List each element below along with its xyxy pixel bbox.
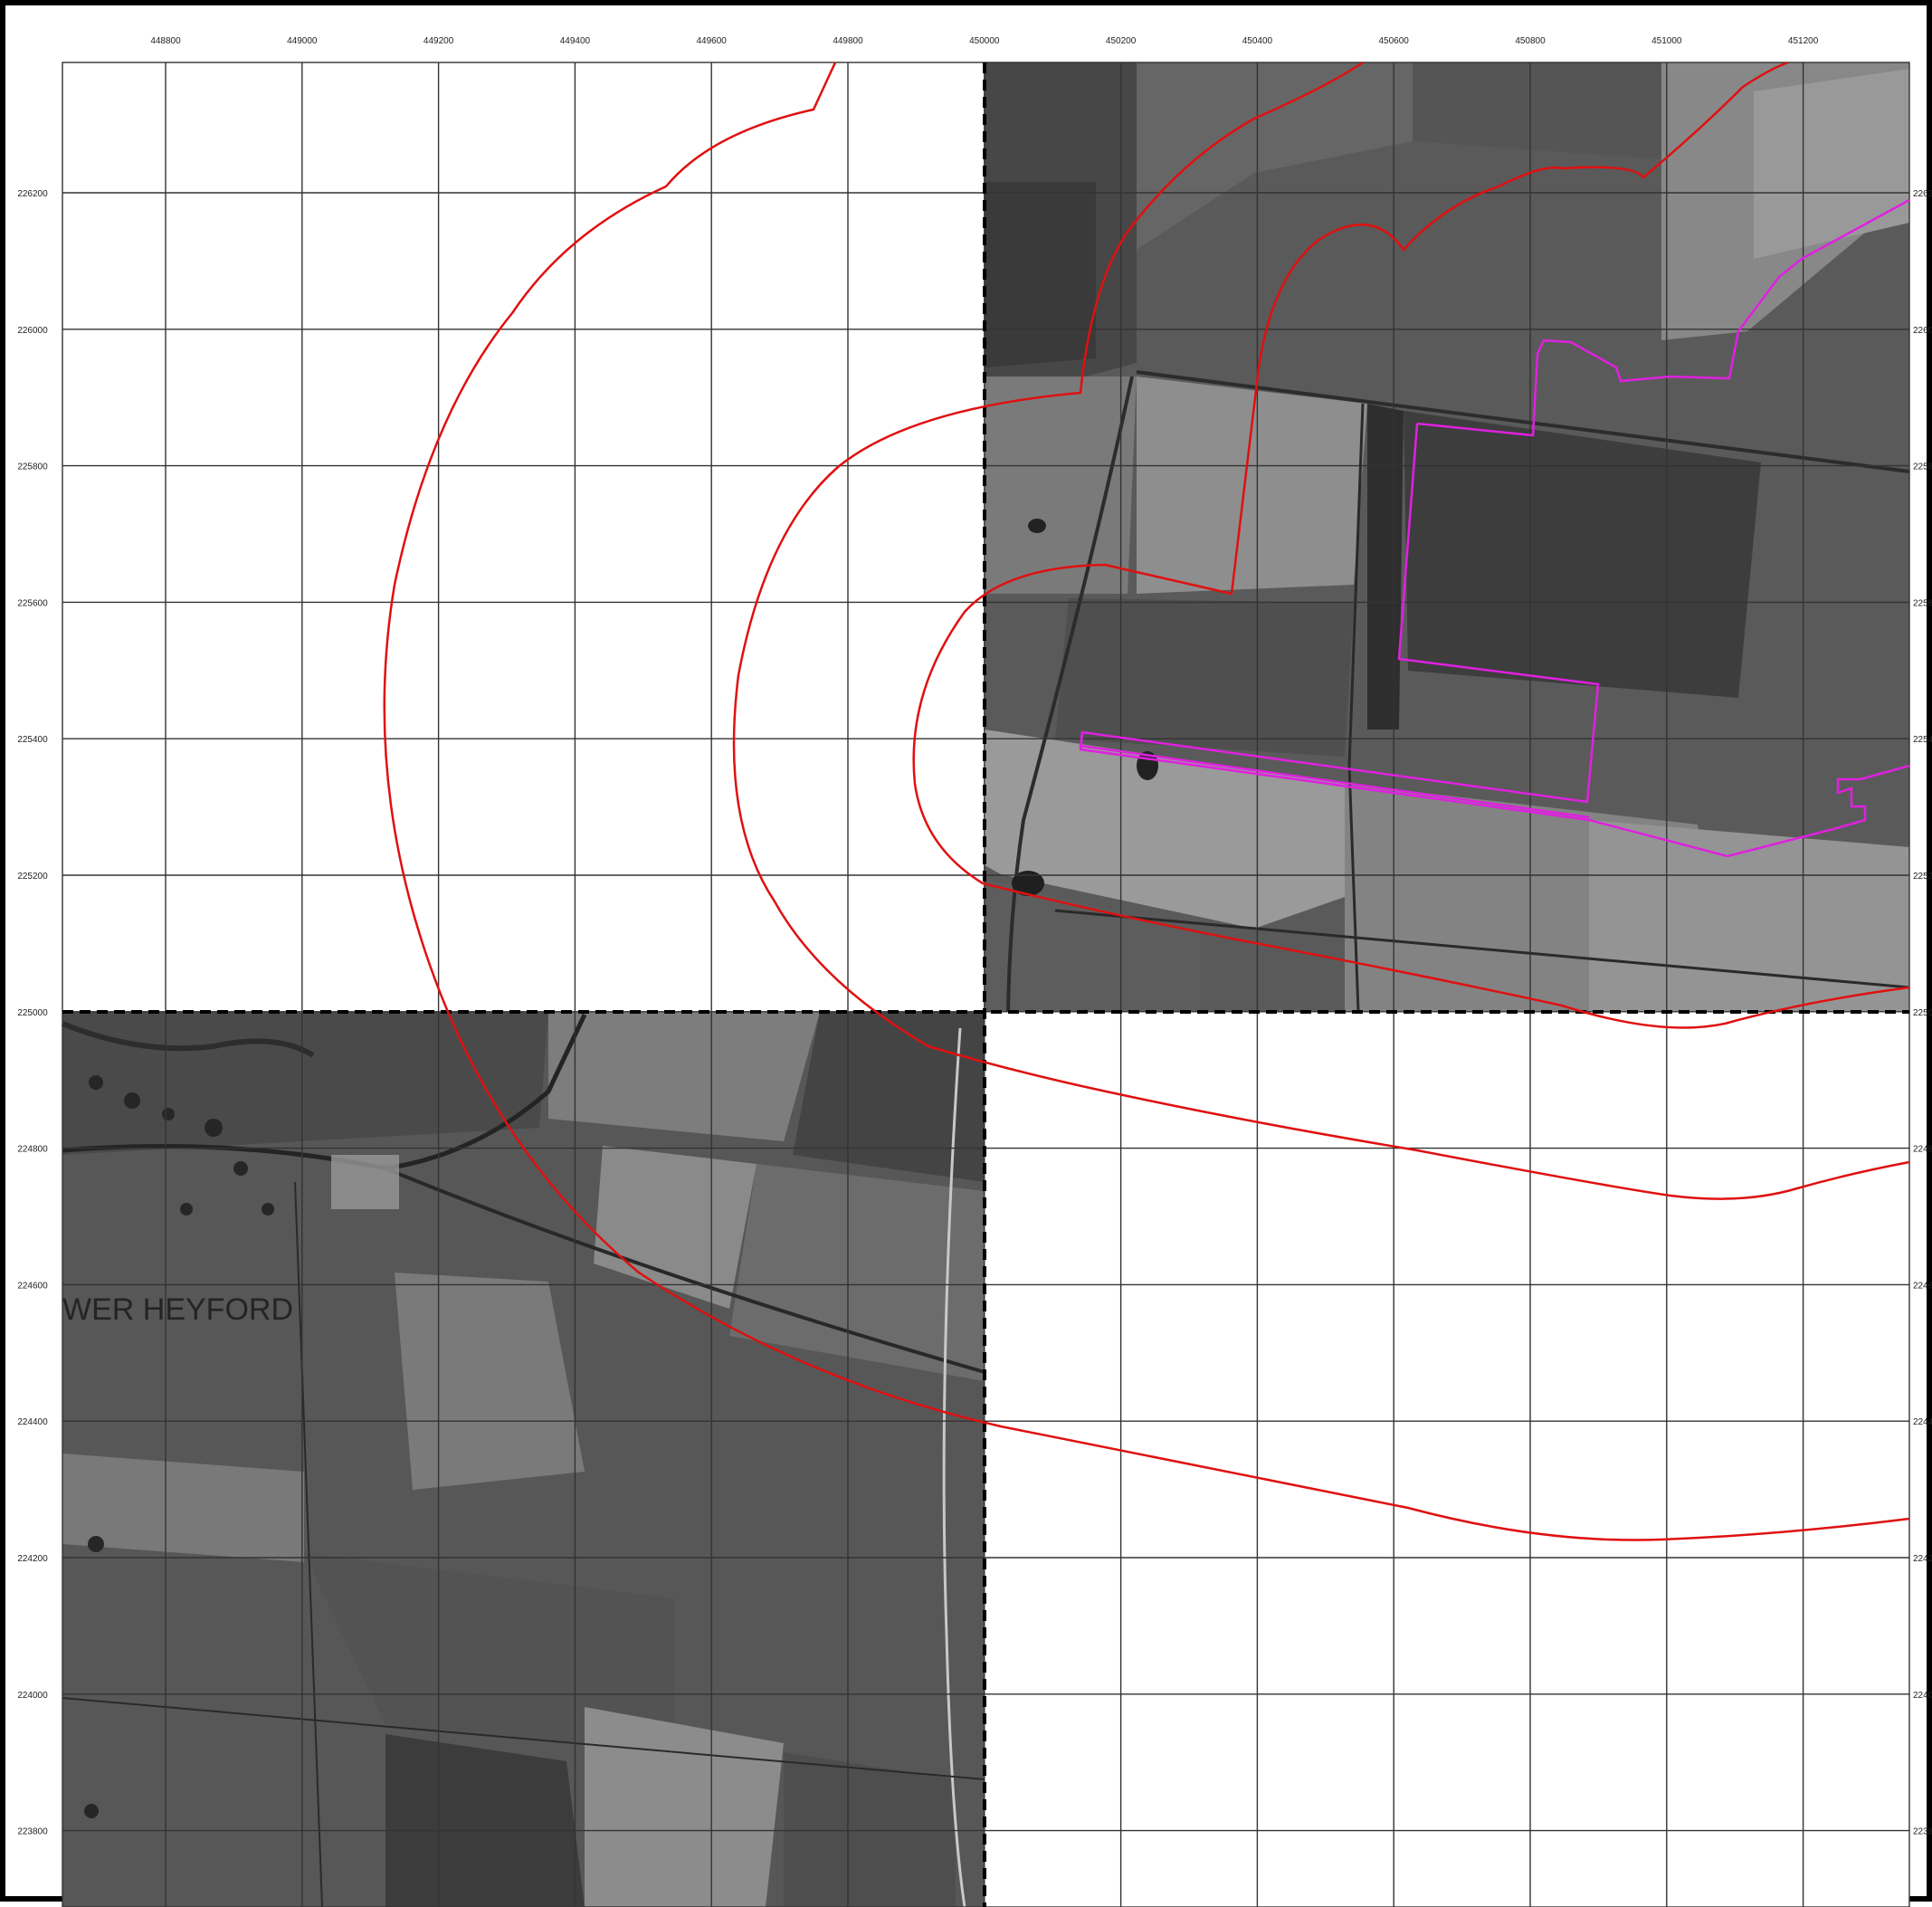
northing-tick-label: 225000: [17, 1008, 48, 1018]
bottom-left-aerial-photo: [61, 1012, 985, 1907]
easting-tick-label: 449000: [287, 36, 318, 46]
top-right-aerial-photo: [985, 62, 1910, 1013]
northing-tick-label-right: 2242: [1913, 1554, 1932, 1564]
map-canvas[interactable]: 448800 449000 449200 449400 449600 449800 4500…: [5, 5, 1932, 1907]
northing-tick-label-right: 2248: [1913, 1145, 1932, 1155]
northing-axis-right: 2262 2260 2258 2256 2254 2252 2250 2248 2246 2244…: [1913, 189, 1932, 1837]
easting-tick-label: 449800: [833, 36, 863, 46]
northing-tick-label: 225600: [17, 598, 48, 608]
northing-tick-label: 223800: [17, 1827, 48, 1837]
easting-tick-label: 448800: [150, 36, 181, 46]
easting-tick-label: 450000: [969, 36, 1000, 46]
northing-tick-label: 226200: [17, 189, 48, 199]
northing-tick-label-right: 2254: [1913, 735, 1932, 745]
buffer-line-inner: [912, 563, 1910, 1029]
northing-tick-label: 224600: [17, 1281, 48, 1291]
easting-tick-label: 449400: [560, 36, 591, 46]
easting-tick-label: 449200: [424, 36, 454, 46]
northing-tick-label: 226000: [17, 326, 48, 336]
tile-boundary: [62, 62, 1909, 1907]
northing-tick-label: 224400: [17, 1417, 48, 1427]
northing-tick-label: 224200: [17, 1554, 48, 1564]
northing-tick-label-right: 2240: [1913, 1691, 1932, 1701]
northing-tick-label-right: 2256: [1913, 598, 1932, 608]
easting-tick-label: 450600: [1379, 36, 1410, 46]
easting-axis: 448800 449000 449200 449400 449600 449800 4500…: [150, 36, 1818, 46]
easting-tick-label: 451200: [1788, 36, 1819, 46]
easting-tick-label: 450800: [1515, 36, 1546, 46]
easting-tick-label: 450200: [1106, 36, 1137, 46]
blank-tile-top-left: [62, 62, 985, 1012]
buffer-line-outer: [383, 62, 1910, 1541]
northing-axis-left: 226200 226000 225800 225600 225400 225200 2250…: [17, 189, 48, 1837]
site-boundary: [1079, 198, 1910, 858]
northing-tick-label-right: 2250: [1913, 1008, 1932, 1018]
northing-tick-label-right: 2244: [1913, 1417, 1932, 1427]
buffer-line-middle: [732, 61, 1910, 1200]
northing-tick-label-right: 2260: [1913, 326, 1932, 336]
easting-tick-label: 451000: [1651, 36, 1682, 46]
blank-tile-bottom-right: [985, 1012, 1909, 1907]
northing-tick-label-right: 2252: [1913, 872, 1932, 882]
buffer-lines: [383, 61, 1910, 1541]
northing-tick-label: 225800: [17, 462, 48, 472]
northing-tick-label-right: 2258: [1913, 462, 1932, 472]
easting-tick-label: 450400: [1242, 36, 1273, 46]
northing-tick-label: 225200: [17, 872, 48, 882]
northing-tick-label: 224800: [17, 1145, 48, 1155]
coordinate-grid: [62, 62, 1910, 1907]
northing-tick-label-right: 2262: [1913, 189, 1932, 199]
northing-tick-label: 224000: [17, 1691, 48, 1701]
easting-tick-label: 449600: [697, 36, 728, 46]
place-name-label: WER HEYFORD: [62, 1292, 293, 1327]
buffer-line-upper: [1230, 61, 1789, 595]
northing-tick-label-right: 2238: [1913, 1827, 1932, 1837]
northing-tick-label-right: 2246: [1913, 1281, 1932, 1291]
northing-tick-label: 225400: [17, 735, 48, 745]
